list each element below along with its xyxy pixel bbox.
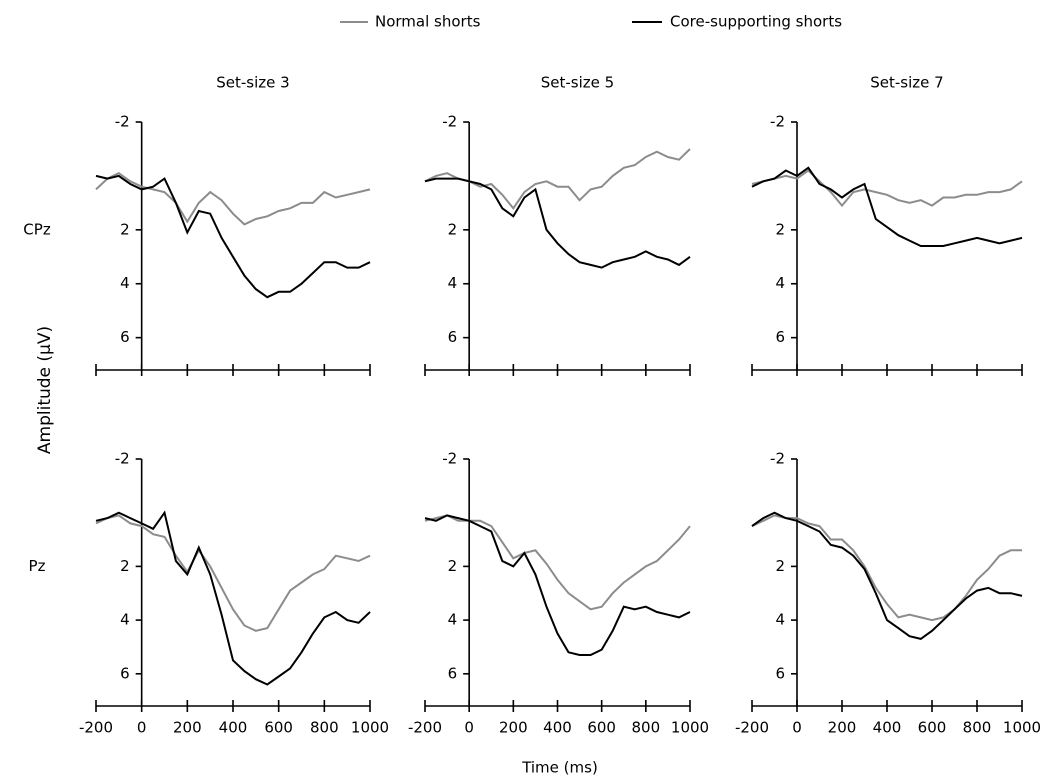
- x-tick-label: 800: [963, 719, 992, 737]
- y-tick-label: -2: [115, 450, 130, 468]
- panel-title: Set-size 5: [541, 74, 614, 92]
- y-tick-label: 2: [120, 557, 130, 575]
- x-tick-label: 600: [918, 719, 947, 737]
- y-tick-label: 2: [448, 220, 458, 238]
- x-tick-label: 800: [632, 719, 661, 737]
- x-tick-label: 400: [219, 719, 248, 737]
- x-tick-label: -200: [408, 719, 442, 737]
- y-axis-label: Amplitude (µV): [35, 326, 55, 454]
- y-tick-label: 4: [775, 274, 785, 292]
- series-line: [424, 148, 691, 210]
- y-tick-label: -2: [442, 450, 457, 468]
- panel-title: Set-size 3: [216, 74, 289, 92]
- y-tick-label: -2: [115, 113, 130, 131]
- y-tick-label: -2: [770, 113, 785, 131]
- row-label: CPz: [23, 220, 51, 238]
- x-tick-label: -200: [79, 719, 113, 737]
- series-line: [424, 177, 691, 269]
- series-line: [751, 169, 1023, 208]
- series-line: [95, 174, 371, 299]
- x-tick-label: 200: [499, 719, 528, 737]
- x-tick-label: 1000: [671, 719, 709, 737]
- x-tick-label: 400: [873, 719, 902, 737]
- y-tick-label: 4: [448, 274, 458, 292]
- series-line: [95, 510, 371, 686]
- y-tick-label: 6: [448, 664, 458, 682]
- y-tick-label: 2: [120, 220, 130, 238]
- x-tick-label: 600: [587, 719, 616, 737]
- x-tick-label: 400: [543, 719, 572, 737]
- x-tick-label: 200: [173, 719, 202, 737]
- x-tick-label: 800: [310, 719, 339, 737]
- x-tick-label: -200: [735, 719, 769, 737]
- y-tick-label: -2: [770, 450, 785, 468]
- y-tick-label: 2: [775, 557, 785, 575]
- series-line: [751, 166, 1023, 247]
- x-tick-label: 0: [464, 719, 474, 737]
- row-label: Pz: [29, 557, 46, 575]
- series-line: [95, 172, 371, 226]
- x-tick-label: 0: [137, 719, 147, 737]
- legend-label: Normal shorts: [375, 13, 481, 31]
- x-axis-label: Time (ms): [521, 759, 598, 777]
- x-tick-label: 0: [792, 719, 802, 737]
- y-tick-label: 6: [120, 328, 130, 346]
- y-tick-label: 6: [120, 664, 130, 682]
- series-line: [95, 514, 371, 632]
- legend-label: Core-supporting shorts: [670, 13, 842, 31]
- y-tick-label: 4: [120, 274, 130, 292]
- y-tick-label: 4: [448, 611, 458, 629]
- x-tick-label: 200: [828, 719, 857, 737]
- panel-title: Set-size 7: [870, 74, 943, 92]
- y-tick-label: 6: [448, 328, 458, 346]
- y-tick-label: 6: [775, 664, 785, 682]
- series-line: [751, 514, 1022, 622]
- series-line: [751, 511, 1023, 640]
- y-tick-label: 4: [775, 611, 785, 629]
- x-tick-label: 1000: [351, 719, 389, 737]
- series-line: [424, 514, 691, 656]
- y-tick-label: 4: [120, 611, 130, 629]
- x-tick-label: 1000: [1003, 719, 1041, 737]
- y-tick-label: -2: [442, 113, 457, 131]
- x-tick-label: 600: [264, 719, 293, 737]
- y-tick-label: 2: [775, 220, 785, 238]
- series-line: [424, 514, 691, 611]
- y-tick-label: 6: [775, 328, 785, 346]
- y-tick-label: 2: [448, 557, 458, 575]
